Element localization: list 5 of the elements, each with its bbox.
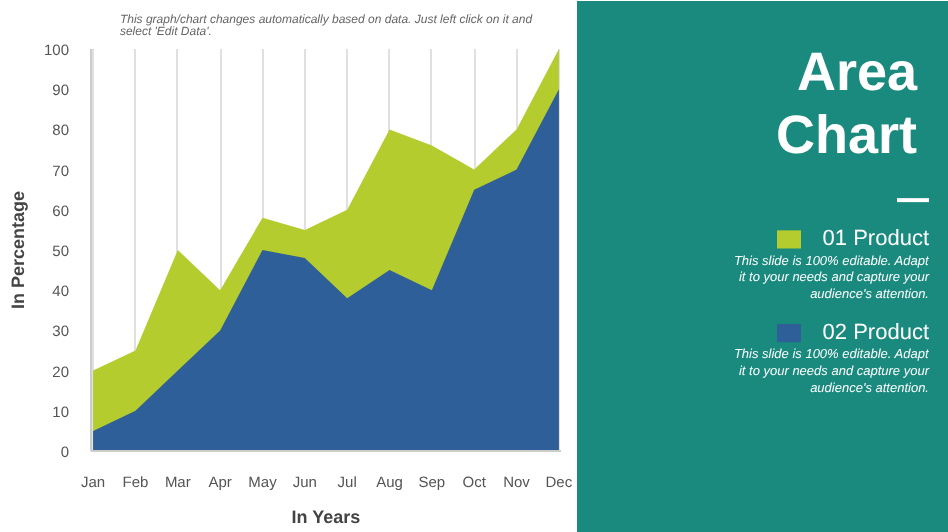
- legend-label: 02 Product: [822, 321, 929, 346]
- x-axis-title: In Years: [291, 507, 361, 527]
- legend-label: 01 Product: [822, 227, 929, 252]
- y-axis-title: In Percentage: [7, 190, 28, 310]
- text: Area Chart: [775, 41, 919, 165]
